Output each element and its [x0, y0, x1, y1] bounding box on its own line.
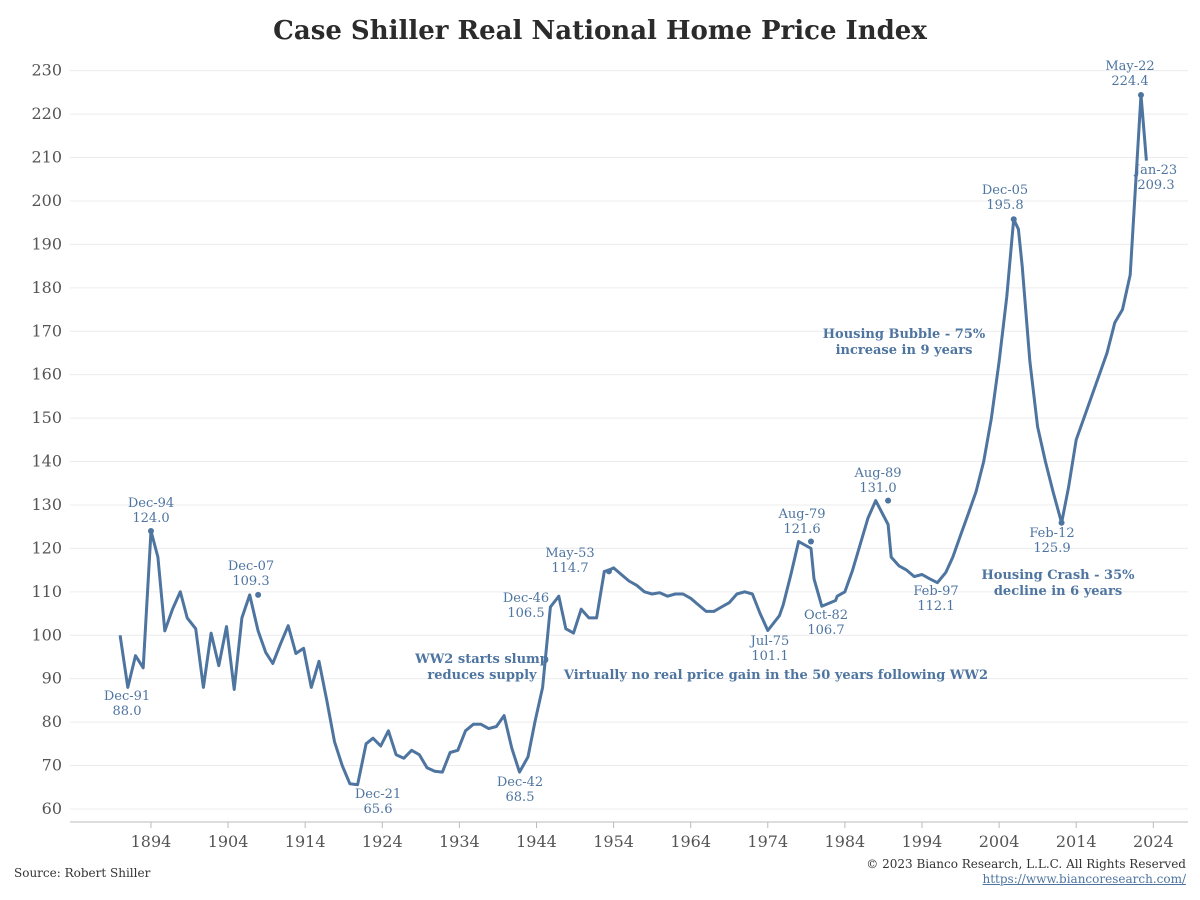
data-point-marker [255, 591, 262, 598]
data-label-date: May-22 [1105, 59, 1154, 74]
y-tick-label: 110 [31, 582, 62, 601]
y-tick-label: 150 [31, 408, 62, 427]
data-point-marker [885, 497, 892, 504]
x-tick-label: 1914 [285, 832, 326, 851]
y-tick-label: 230 [31, 61, 62, 80]
x-tick-label: 1974 [747, 832, 788, 851]
data-label-value: 131.0 [859, 481, 896, 496]
y-tick-label: 210 [31, 148, 62, 167]
data-label-value: 101.1 [751, 649, 788, 664]
data-label-value: 112.1 [917, 599, 954, 614]
data-label-value: 121.6 [783, 522, 820, 537]
x-tick-label: 1964 [670, 832, 711, 851]
x-tick-label: 1934 [439, 832, 480, 851]
data-label-value: 106.5 [507, 606, 544, 621]
x-tick-label: 1984 [825, 832, 866, 851]
data-point-marker [1058, 519, 1065, 526]
annotation-text: Housing Crash - 35% [981, 568, 1135, 583]
x-tick-label: 1894 [131, 832, 172, 851]
data-label-date: Aug-79 [777, 507, 825, 522]
data-label-date: Jan-23 [1133, 163, 1177, 178]
data-label-date: Dec-42 [497, 775, 543, 790]
website-link[interactable]: https://www.biancoresearch.com/ [982, 872, 1186, 886]
data-label-value: 125.9 [1033, 541, 1070, 556]
x-tick-label: 1924 [362, 832, 403, 851]
annotation-text: reduces supply [427, 668, 537, 683]
annotation-text: decline in 6 years [994, 584, 1122, 599]
data-label-value: 114.7 [551, 561, 588, 576]
x-tick-label: 2014 [1056, 832, 1097, 851]
data-label-date: Dec-05 [982, 183, 1028, 198]
x-tick-label: 1954 [593, 832, 634, 851]
annotation-text: WW2 starts slump [414, 652, 549, 667]
data-label-date: Dec-21 [355, 787, 401, 802]
annotation-text: increase in 9 years [836, 343, 973, 358]
data-label-value: 68.5 [506, 790, 535, 805]
data-label-value: 88.0 [113, 704, 142, 719]
data-label-value: 124.0 [132, 511, 169, 526]
data-point-marker [1137, 92, 1144, 99]
data-label-date: Aug-89 [853, 466, 901, 481]
y-tick-label: 120 [31, 538, 62, 557]
y-tick-label: 130 [31, 495, 62, 514]
x-tick-label: 2004 [979, 832, 1020, 851]
data-label-date: Feb-97 [913, 584, 958, 599]
data-label-date: Oct-82 [804, 608, 848, 623]
data-label-value: 106.7 [807, 623, 844, 638]
data-label-date: Feb-12 [1029, 526, 1074, 541]
data-label-value: 209.3 [1137, 178, 1174, 193]
data-label-value: 224.4 [1111, 74, 1148, 89]
x-tick-label: 1904 [208, 832, 249, 851]
x-tick-label: 1994 [902, 832, 943, 851]
chart-title: Case Shiller Real National Home Price In… [273, 16, 927, 46]
data-point-marker [147, 528, 154, 535]
y-tick-label: 60 [42, 799, 62, 818]
x-tick-label: 1944 [516, 832, 557, 851]
y-tick-label: 190 [31, 234, 62, 253]
annotation-text: Virtually no real price gain in the 50 y… [563, 668, 988, 683]
copyright-note: © 2023 Bianco Research, L.L.C. All Right… [866, 857, 1186, 871]
data-point-marker [807, 538, 814, 545]
data-label-value: 109.3 [232, 574, 269, 589]
data-label-date: Dec-07 [228, 559, 274, 574]
y-tick-label: 140 [31, 452, 62, 471]
data-label-value: 65.6 [364, 802, 393, 817]
data-label-date: May-53 [545, 546, 594, 561]
y-tick-label: 160 [31, 365, 62, 384]
y-tick-label: 200 [31, 191, 62, 210]
y-tick-label: 220 [31, 104, 62, 123]
y-tick-label: 180 [31, 278, 62, 297]
data-label-date: Dec-91 [104, 689, 150, 704]
data-label-value: 195.8 [986, 198, 1023, 213]
y-tick-label: 170 [31, 321, 62, 340]
x-tick-label: 2024 [1133, 832, 1174, 851]
data-label-date: Dec-94 [128, 496, 174, 511]
data-label-date: Dec-46 [503, 591, 549, 606]
y-tick-label: 70 [42, 756, 62, 775]
y-tick-label: 90 [42, 669, 62, 688]
annotation-text: Housing Bubble - 75% [823, 327, 986, 342]
source-note: Source: Robert Shiller [14, 866, 151, 880]
y-tick-label: 80 [42, 712, 62, 731]
data-point-marker [1010, 216, 1017, 223]
data-point-marker [605, 568, 612, 575]
data-label-date: Jul-75 [749, 634, 790, 649]
series-line [118, 93, 1148, 787]
y-tick-label: 100 [31, 625, 62, 644]
